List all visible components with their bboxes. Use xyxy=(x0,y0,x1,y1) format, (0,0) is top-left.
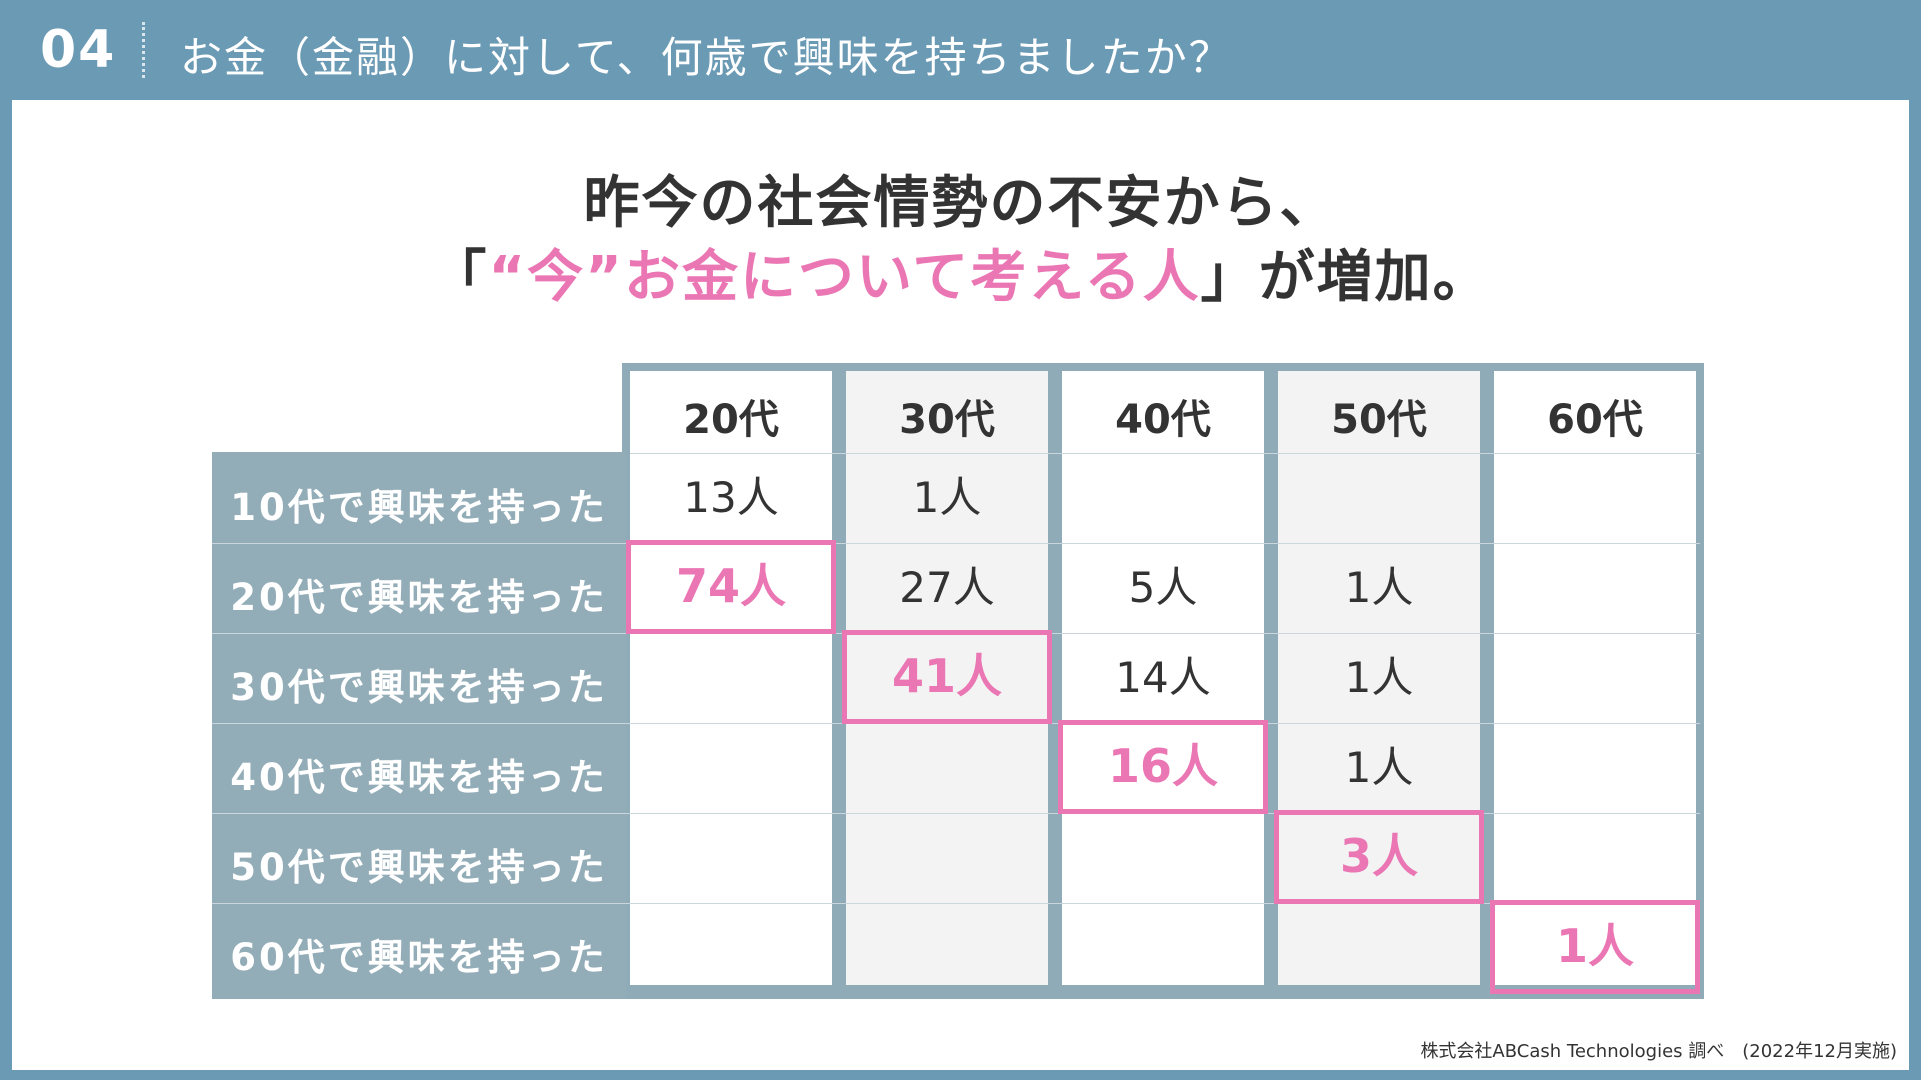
header-divider xyxy=(142,22,145,78)
row-separator xyxy=(212,903,1700,904)
table-cell: 14人 xyxy=(1115,653,1211,702)
column-bg xyxy=(630,371,832,985)
headline-line-2: 「“今”お金について考える人」が増加。 xyxy=(0,232,1921,313)
table-cell: 27人 xyxy=(899,563,995,612)
column-bg xyxy=(1494,371,1696,985)
headline-line-1: 昨今の社会情勢の不安から、 xyxy=(583,171,1338,236)
table-cell: 16人 xyxy=(1058,720,1268,814)
table-cell: 1人 xyxy=(1490,900,1700,994)
source-note: 株式会社ABCash Technologies 調べ (2022年12月実施) xyxy=(1420,1041,1897,1062)
table-cell: 74人 xyxy=(626,540,836,634)
table-cell: 3人 xyxy=(1274,810,1484,904)
column-bg xyxy=(1278,371,1480,985)
column-header: 30代 xyxy=(899,397,995,443)
row-label: 60代で興味を持った xyxy=(230,936,608,979)
table-cell: 1人 xyxy=(912,473,982,522)
table-cell: 5人 xyxy=(1128,563,1198,612)
table-cell: 1人 xyxy=(1344,743,1414,792)
column-bg xyxy=(1062,371,1264,985)
headline-highlight: “今”お金について考える人 xyxy=(488,245,1201,310)
section-number: 04 xyxy=(40,20,117,80)
headline-open-bracket: 「 xyxy=(430,245,489,310)
column-header: 60代 xyxy=(1547,397,1643,443)
column-header: 40代 xyxy=(1115,397,1211,443)
row-header-bg xyxy=(212,452,626,999)
row-label: 10代で興味を持った xyxy=(230,486,608,529)
row-separator xyxy=(212,813,1700,814)
table-cell: 1人 xyxy=(1344,563,1414,612)
row-label: 50代で興味を持った xyxy=(230,846,608,889)
headline-close: 」が増加。 xyxy=(1200,245,1491,310)
column-header: 50代 xyxy=(1331,397,1427,443)
header-bar: 04 お金（金融）に対して、何歳で興味を持ちましたか？ xyxy=(0,0,1921,100)
row-label: 30代で興味を持った xyxy=(230,666,608,709)
row-label: 40代で興味を持った xyxy=(230,756,608,799)
table-cell: 13人 xyxy=(683,473,779,522)
row-label: 20代で興味を持った xyxy=(230,576,608,619)
question-title: お金（金融）に対して、何歳で興味を持ちましたか？ xyxy=(180,33,1233,82)
column-header: 20代 xyxy=(683,397,779,443)
column-bg xyxy=(846,371,1048,985)
row-separator xyxy=(630,453,1700,454)
table-cell: 1人 xyxy=(1344,653,1414,702)
row-separator xyxy=(212,543,1700,544)
table-cell: 41人 xyxy=(842,630,1052,724)
